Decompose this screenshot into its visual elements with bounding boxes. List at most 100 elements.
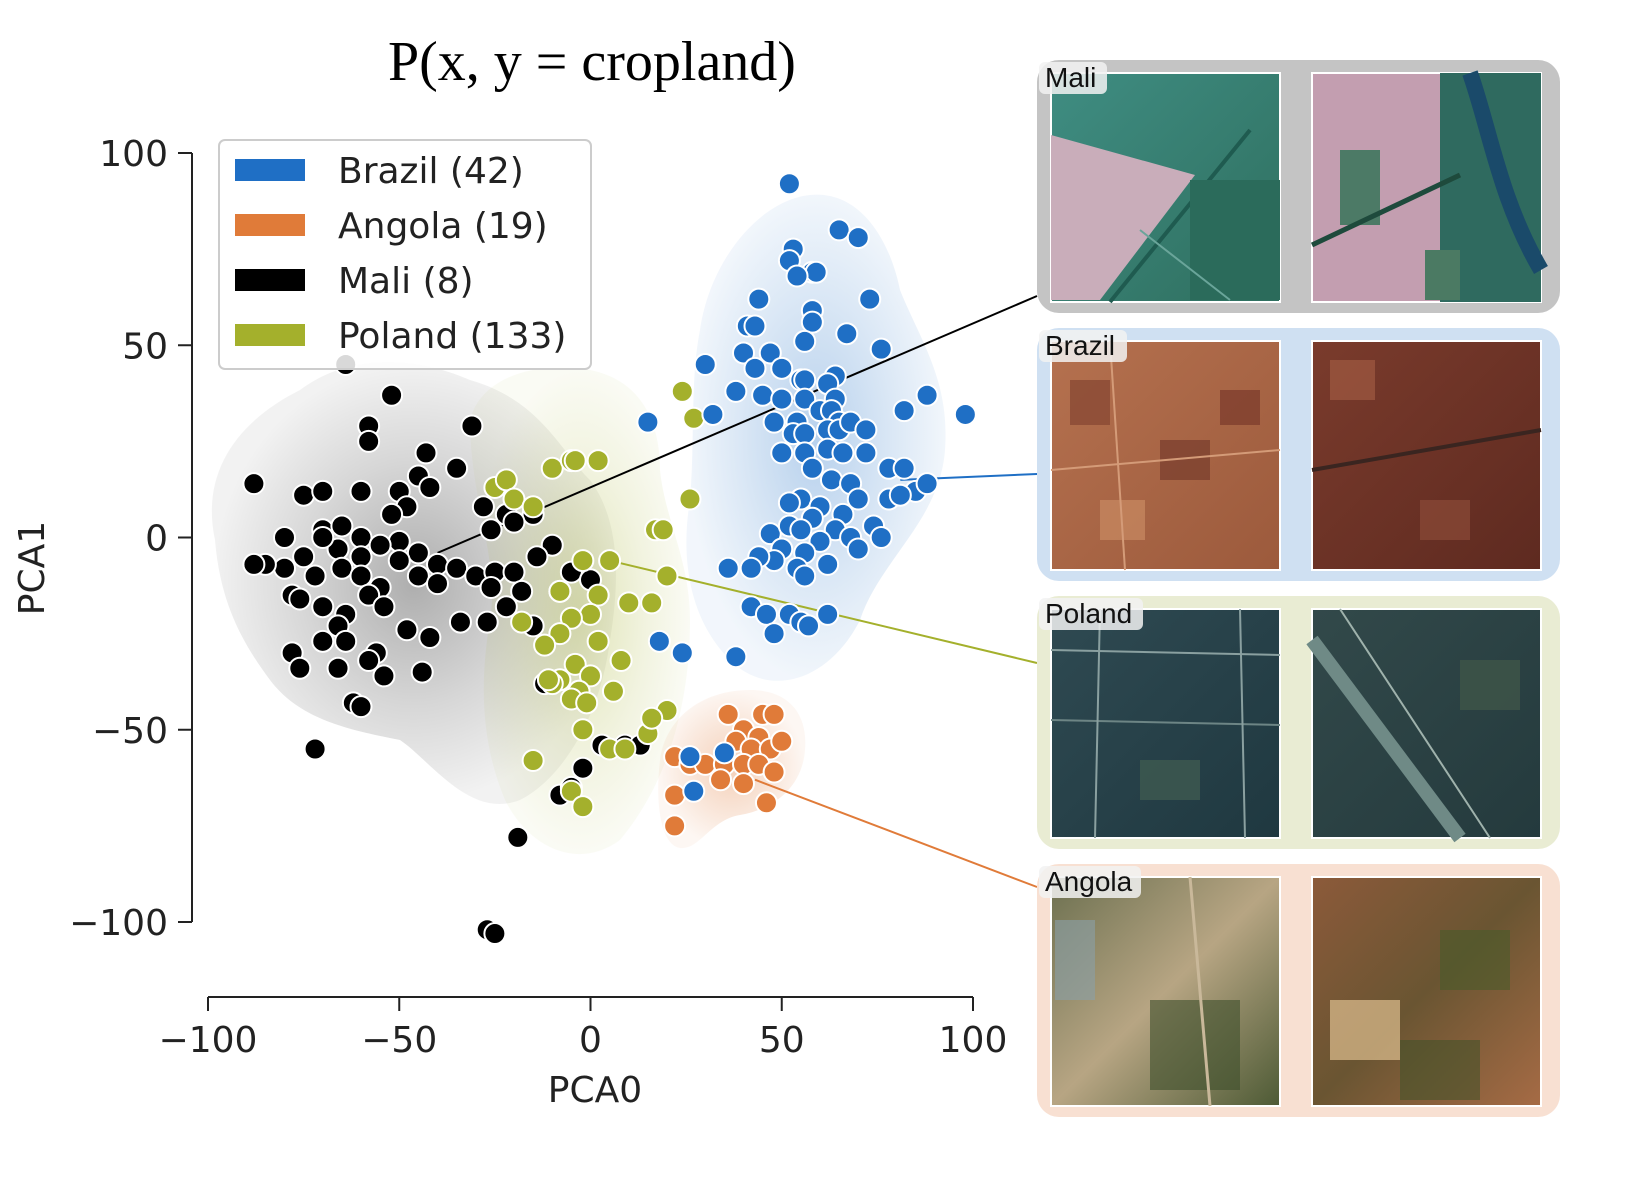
panel-angola-image-1 bbox=[1050, 876, 1281, 1107]
x-tick-label: 100 bbox=[939, 1020, 1008, 1061]
point-mali bbox=[448, 610, 472, 634]
y-axis: 100 50 0 −50 −100 bbox=[69, 134, 193, 944]
point-mali bbox=[357, 429, 381, 453]
panel-poland-image-2 bbox=[1306, 608, 1542, 843]
panel-brazil-label: Brazil bbox=[1045, 330, 1115, 361]
point-poland bbox=[682, 406, 706, 430]
point-mali bbox=[273, 556, 296, 580]
point-mali bbox=[506, 825, 530, 849]
point-mali bbox=[510, 579, 534, 603]
point-brazil bbox=[827, 218, 851, 242]
point-brazil bbox=[770, 441, 794, 465]
point-mali bbox=[502, 560, 526, 584]
point-mali bbox=[372, 595, 396, 619]
point-brazil bbox=[647, 629, 671, 653]
point-mali bbox=[368, 533, 392, 557]
point-mali bbox=[288, 656, 312, 680]
point-brazil bbox=[751, 383, 775, 407]
panel-poland-label: Poland bbox=[1045, 598, 1132, 629]
point-mali bbox=[502, 510, 526, 534]
point-brazil bbox=[835, 322, 859, 346]
point-angola bbox=[732, 772, 755, 796]
point-brazil bbox=[743, 356, 767, 380]
y-tick-label: −100 bbox=[69, 903, 168, 944]
point-mali bbox=[330, 556, 354, 580]
point-brazil bbox=[804, 260, 828, 284]
point-brazil bbox=[758, 522, 782, 546]
legend-label: Poland (133) bbox=[338, 316, 566, 357]
point-brazil bbox=[785, 264, 809, 288]
point-brazil bbox=[816, 552, 840, 576]
point-brazil bbox=[678, 745, 702, 769]
panel-poland-label-bg bbox=[1039, 598, 1143, 630]
point-brazil bbox=[869, 337, 893, 361]
point-poland bbox=[510, 610, 534, 634]
point-brazil bbox=[724, 379, 748, 403]
point-angola bbox=[770, 729, 794, 753]
panel-mali-image-2 bbox=[1310, 70, 1548, 303]
point-mali bbox=[334, 629, 358, 653]
point-poland bbox=[536, 668, 560, 692]
point-mali bbox=[357, 649, 381, 673]
point-brazil bbox=[712, 741, 736, 765]
point-brazil bbox=[831, 441, 855, 465]
point-mali bbox=[311, 629, 335, 653]
point-brazil bbox=[743, 314, 767, 338]
point-mali bbox=[418, 625, 442, 649]
point-mali bbox=[303, 564, 327, 588]
point-brazil bbox=[724, 645, 748, 669]
legend-box bbox=[218, 139, 592, 370]
point-angola bbox=[716, 702, 740, 726]
point-mali bbox=[273, 526, 296, 549]
point-mali bbox=[380, 383, 404, 407]
point-brazil bbox=[800, 310, 824, 334]
point-brazil bbox=[846, 537, 870, 561]
x-axis-label: PCA0 bbox=[548, 1070, 642, 1111]
point-poland bbox=[559, 779, 583, 803]
point-mali bbox=[406, 564, 430, 588]
point-brazil bbox=[869, 526, 893, 549]
point-brazil bbox=[793, 422, 817, 446]
point-mali bbox=[326, 656, 350, 680]
point-poland bbox=[571, 718, 595, 742]
point-mali bbox=[406, 541, 430, 565]
point-poland bbox=[640, 706, 664, 730]
chart-title: P(x, y = cropland) bbox=[388, 31, 796, 93]
point-brazil bbox=[793, 368, 817, 392]
legend-swatch bbox=[235, 214, 305, 236]
x-axis: −100 −50 0 50 100 bbox=[159, 996, 1008, 1061]
point-mali bbox=[311, 595, 335, 619]
point-brazil bbox=[762, 410, 786, 434]
point-brazil bbox=[777, 491, 801, 515]
point-poland bbox=[670, 379, 694, 403]
x-tick-label: 0 bbox=[579, 1020, 602, 1061]
point-mali bbox=[349, 526, 373, 549]
point-brazil bbox=[701, 402, 725, 426]
point-mali bbox=[410, 660, 434, 684]
point-brazil bbox=[762, 622, 786, 646]
point-poland bbox=[521, 749, 545, 773]
panel-mali: Mali bbox=[1037, 60, 1560, 313]
point-brazil bbox=[770, 356, 794, 380]
point-brazil bbox=[670, 641, 694, 665]
point-brazil bbox=[892, 399, 916, 423]
point-brazil bbox=[793, 387, 817, 411]
panel-angola-image-2 bbox=[1311, 876, 1542, 1107]
panel-angola-label-bg bbox=[1039, 866, 1141, 898]
point-mali bbox=[349, 695, 373, 719]
point-poland bbox=[609, 649, 633, 673]
point-mali bbox=[571, 756, 595, 780]
point-mali bbox=[525, 545, 549, 569]
point-poland bbox=[571, 549, 595, 573]
point-brazil bbox=[636, 410, 660, 434]
point-mali bbox=[475, 610, 499, 634]
point-brazil bbox=[800, 456, 824, 480]
point-mali bbox=[479, 518, 503, 542]
point-brazil bbox=[777, 172, 801, 196]
image-panels: Mali Brazil bbox=[1037, 60, 1560, 1117]
point-brazil bbox=[854, 441, 878, 465]
point-brazil bbox=[682, 779, 706, 803]
legend-label: Angola (19) bbox=[338, 206, 548, 247]
point-brazil bbox=[793, 564, 817, 588]
